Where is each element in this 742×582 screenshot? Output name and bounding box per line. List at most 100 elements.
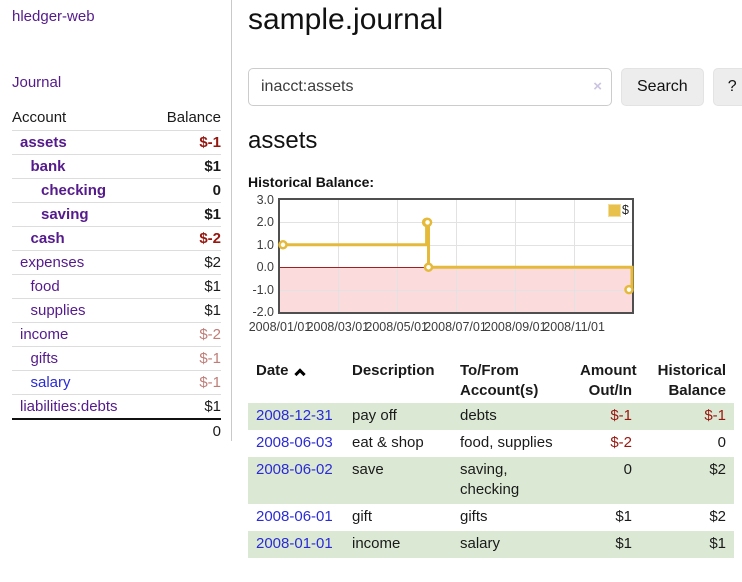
transaction-date-link[interactable]: 2008-06-01 <box>256 508 333 525</box>
account-balance: $1 <box>150 298 221 323</box>
account-name-cell: expenses <box>12 250 151 275</box>
vertical-gridline <box>337 200 339 312</box>
sidebar-account-link[interactable]: saving <box>41 206 89 223</box>
chart-title-label: Historical Balance: <box>248 174 375 190</box>
account-name-cell: assets <box>12 130 151 155</box>
account-row: gifts $-1 <box>12 346 221 371</box>
chart-legend: $ <box>608 203 629 217</box>
transaction-date-link[interactable]: 2008-06-03 <box>256 434 333 451</box>
transaction-amount: $-1 <box>610 407 632 424</box>
y-axis-tick-label: 2.0 <box>256 215 274 230</box>
transaction-accounts: salary <box>460 535 501 552</box>
account-balance: $1 <box>150 274 221 299</box>
main-content: sample.journal × Search ? assets Histori… <box>248 0 742 558</box>
sidebar-account-link[interactable]: supplies <box>30 302 86 319</box>
sidebar-account-link[interactable]: gifts <box>30 350 59 367</box>
chart-series-svg <box>278 217 634 295</box>
horizontal-gridline <box>280 244 632 246</box>
legend-label: $ <box>622 203 629 217</box>
data-point-marker <box>278 240 288 250</box>
transaction-amount: $-2 <box>610 434 632 451</box>
vertical-gridline <box>396 200 398 312</box>
account-balance: $-2 <box>150 226 221 251</box>
transaction-date-link[interactable]: 2008-12-31 <box>256 407 333 424</box>
account-name-cell: food <box>12 274 151 299</box>
account-name-cell: salary <box>12 370 151 395</box>
transaction-description: income <box>352 535 401 552</box>
account-column-header: Account <box>12 109 67 126</box>
account-row: saving $1 <box>12 202 221 227</box>
sidebar-account-link[interactable]: cash <box>30 230 65 247</box>
transaction-accounts: saving, checking <box>460 461 520 498</box>
search-form: × Search ? <box>248 68 742 106</box>
sidebar-account-link[interactable]: checking <box>41 182 107 199</box>
y-axis-tick-label: 3.0 <box>256 193 274 207</box>
transaction-date-link[interactable]: 2008-01-01 <box>256 535 333 552</box>
account-row: cash $-2 <box>12 226 221 251</box>
account-balance: $-1 <box>150 130 221 155</box>
transaction-accounts: debts <box>460 407 497 424</box>
x-axis-tick-label: 2008/03/01 <box>306 320 370 334</box>
balance-column-header: Balance <box>166 109 221 126</box>
account-row: checking 0 <box>12 178 221 203</box>
sidebar-account-link[interactable]: income <box>20 326 69 343</box>
data-point-marker <box>422 217 433 228</box>
account-balance: $1 <box>150 154 221 179</box>
account-name-cell: income <box>12 322 151 347</box>
legend-swatch-icon <box>608 203 622 217</box>
clear-search-icon[interactable]: × <box>593 78 602 95</box>
sidebar-account-link[interactable]: assets <box>20 134 67 151</box>
nav-journal-link[interactable]: Journal <box>12 74 62 91</box>
app-brand-link[interactable]: hledger-web <box>12 8 95 25</box>
account-row: expenses $2 <box>12 250 221 275</box>
transaction-date-link[interactable]: 2008-06-02 <box>256 461 333 478</box>
sidebar-account-link[interactable]: salary <box>30 374 71 391</box>
account-balance: 0 <box>150 178 221 203</box>
account-table-header: Account Balance <box>12 106 221 131</box>
x-axis-tick-label: 2008/11/01 <box>543 320 605 334</box>
account-name-cell: liabilities:debts <box>12 394 151 419</box>
transaction-amount: 0 <box>623 461 632 478</box>
account-row: bank $1 <box>12 154 221 179</box>
transaction-balance: $1 <box>709 535 726 552</box>
account-balance: $1 <box>150 202 221 227</box>
sidebar-account-link[interactable]: food <box>30 278 60 295</box>
transaction-description: pay off <box>352 407 397 424</box>
date-column-header[interactable]: Date <box>248 359 344 403</box>
account-row: income $-2 <box>12 322 221 347</box>
search-button[interactable]: Search <box>621 68 704 106</box>
register-row: 2008-06-02 save saving, checking 0 $2 <box>248 457 734 504</box>
x-axis-tick-label: 2008/09/01 <box>484 320 547 334</box>
account-total-balance: 0 <box>150 418 221 443</box>
register-header-row: Date Description To/From Account(s) Amou… <box>248 359 734 403</box>
register-row: 2008-06-01 gift gifts $1 $2 <box>248 504 734 531</box>
search-input[interactable] <box>248 68 612 106</box>
y-axis-tick-label: 0.0 <box>256 260 274 275</box>
sidebar-account-link[interactable]: bank <box>30 158 66 175</box>
transaction-description: save <box>352 461 384 478</box>
data-point-marker <box>423 262 434 272</box>
balance-column-header-register: Historical Balance <box>657 362 726 399</box>
sidebar-account-link[interactable]: expenses <box>20 254 85 271</box>
account-balance: $-1 <box>150 370 221 395</box>
register-row: 2008-01-01 income salary $1 $1 <box>248 531 734 558</box>
account-rows: assets $-1 bank $1 checking 0 saving $1 cash $-2 e… <box>12 130 221 443</box>
account-balance-table: Account Balance assets $-1 bank $1 checking 0… <box>12 106 221 443</box>
account-balance: $1 <box>150 394 221 419</box>
help-button[interactable]: ? <box>712 68 742 106</box>
account-row: salary $-1 <box>12 370 221 395</box>
chart-plot-area: $ <box>278 198 634 314</box>
transaction-balance: $-1 <box>704 407 726 424</box>
x-axis-tick-label: 2008/05/01 <box>365 320 428 334</box>
account-name-cell: gifts <box>12 346 151 371</box>
account-heading: assets <box>248 127 318 154</box>
sidebar-account-link[interactable]: liabilities:debts <box>20 398 118 415</box>
vertical-gridline <box>515 200 517 312</box>
horizontal-gridline <box>280 289 632 291</box>
x-axis-tick-label: 2008/07/01 <box>424 320 487 334</box>
transaction-accounts: food, supplies <box>460 434 553 451</box>
page-title: sample.journal <box>248 3 444 36</box>
series-line <box>280 220 634 290</box>
sidebar: hledger-web Journal Account Balance asse… <box>0 0 232 443</box>
transaction-description: gift <box>352 508 373 525</box>
